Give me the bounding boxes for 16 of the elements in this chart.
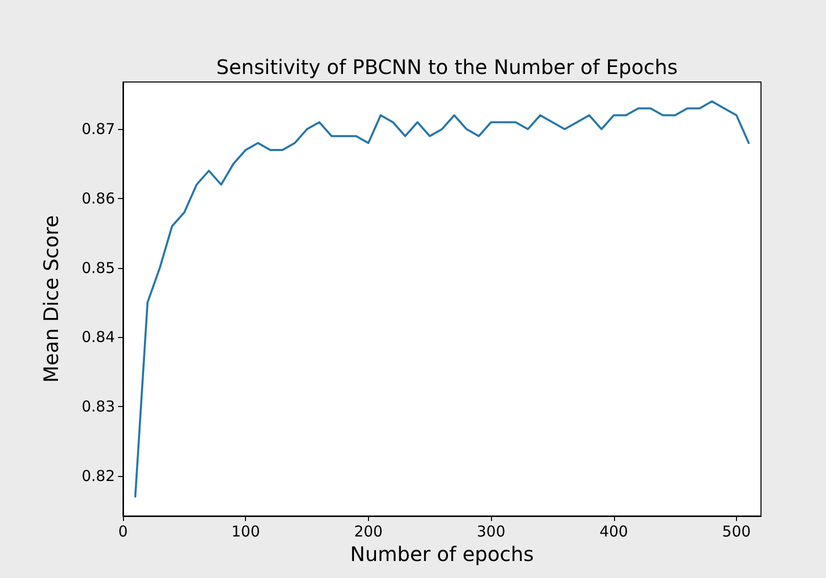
y-tick-label: 0.84 [82, 328, 115, 346]
y-tick-label: 0.85 [82, 258, 115, 277]
y-tick-label: 0.82 [82, 466, 115, 485]
x-tick-label: 300 [476, 522, 506, 540]
chart-title: Sensitivity of PBCNN to the Number of Epochs [216, 55, 678, 79]
y-tick-label: 0.83 [82, 397, 115, 416]
x-tick-label: 400 [599, 522, 628, 540]
line-series [134, 100, 750, 498]
y-tick-label: 0.87 [82, 120, 115, 138]
x-tick-label: 200 [354, 522, 383, 540]
x-tick-label: 500 [722, 522, 751, 540]
y-axis-title: Mean Dice Score [39, 215, 63, 383]
x-axis-title: Number of epochs [350, 542, 534, 566]
y-tick-label: 0.86 [82, 189, 115, 208]
x-tick-label: 0 [118, 522, 128, 540]
x-tick-label: 100 [231, 522, 260, 540]
